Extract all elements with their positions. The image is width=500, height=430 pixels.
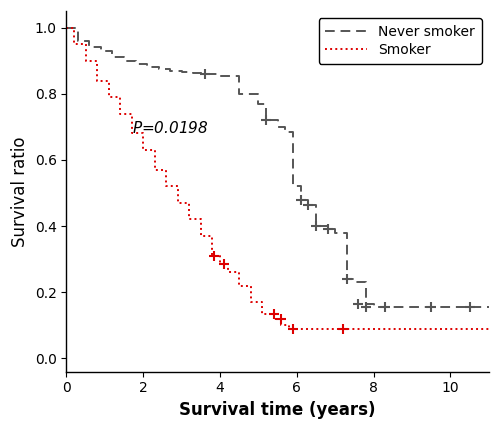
- Line: Never smoker: Never smoker: [66, 28, 489, 307]
- Smoker: [286, 326, 292, 331]
- Line: Smoker: Smoker: [66, 28, 489, 329]
- Smoker: [486, 326, 492, 331]
- X-axis label: Survival time (years): Survival time (years): [180, 401, 376, 419]
- Smoker: [152, 147, 158, 153]
- Never smoker: [370, 304, 376, 310]
- Never smoker: [64, 25, 70, 30]
- Text: $P$=0.0198: $P$=0.0198: [132, 120, 208, 136]
- Legend: Never smoker, Smoker: Never smoker, Smoker: [318, 18, 482, 64]
- Y-axis label: Survival ratio: Survival ratio: [11, 136, 29, 247]
- Never smoker: [156, 65, 162, 70]
- Smoker: [64, 25, 70, 30]
- Smoker: [486, 326, 492, 331]
- Never smoker: [256, 101, 262, 106]
- Smoker: [152, 167, 158, 172]
- Smoker: [128, 111, 134, 116]
- Smoker: [248, 283, 254, 288]
- Never smoker: [75, 38, 81, 43]
- Never smoker: [98, 48, 104, 53]
- Never smoker: [121, 55, 127, 60]
- Never smoker: [486, 304, 492, 310]
- Smoker: [260, 311, 266, 316]
- Never smoker: [306, 202, 312, 207]
